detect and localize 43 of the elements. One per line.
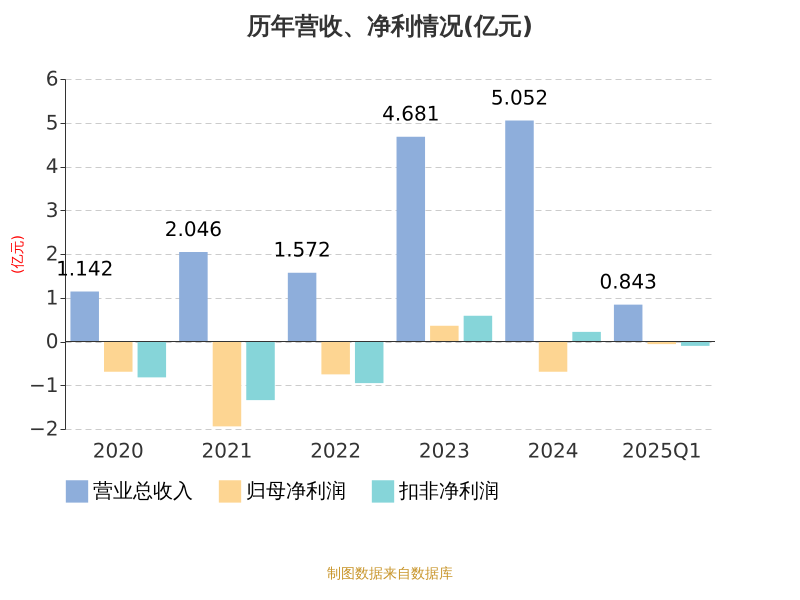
bar [321,342,350,374]
y-axis-title: (亿元) [10,235,26,274]
data-label: 0.843 [600,270,657,294]
y-tick-label: −1 [29,372,58,397]
y-tick-label: 6 [46,66,58,90]
bar [246,342,275,400]
bar [430,326,459,342]
bar [354,342,384,384]
bar [179,252,208,342]
data-label: 5.052 [490,85,548,110]
x-tick-label: 2022 [310,438,362,462]
y-tick-label: 1 [46,285,58,310]
bar [70,292,99,342]
x-tick-label: 2024 [528,438,578,462]
y-tick-label: 0 [46,329,58,353]
y-tick-label: 2 [46,242,58,266]
bar [138,342,166,378]
text: 制图数据来自数据库 [327,566,453,582]
bar [212,342,242,426]
legend-label: 扣非净利润 [398,478,499,502]
bar [614,304,642,342]
x-tick-label: 2020 [92,438,144,462]
bar [104,342,133,372]
legend-label: 归母净利润 [246,478,346,502]
x-tick-label: 2023 [418,438,470,462]
x-tick-label: 2021 [202,438,252,462]
bar [396,136,426,342]
legend-label: 营业总收入 [93,478,193,502]
x-tick-label: 2025Q1 [622,438,702,462]
bar [538,342,568,372]
y-tick-label: 3 [46,198,58,222]
data-label: 1.572 [273,238,331,262]
data-label: 2.046 [164,216,222,241]
y-tick-label: 4 [46,154,58,178]
bar [464,316,492,342]
data-label: 4.681 [382,102,440,126]
y-tick-label: 5 [46,110,58,134]
bar [572,332,601,342]
bar [681,342,710,346]
bar [505,120,534,342]
chart-title: 历年营收、净利情况(亿元) [246,12,533,40]
y-tick-label: −2 [29,416,58,440]
bar [288,272,316,342]
